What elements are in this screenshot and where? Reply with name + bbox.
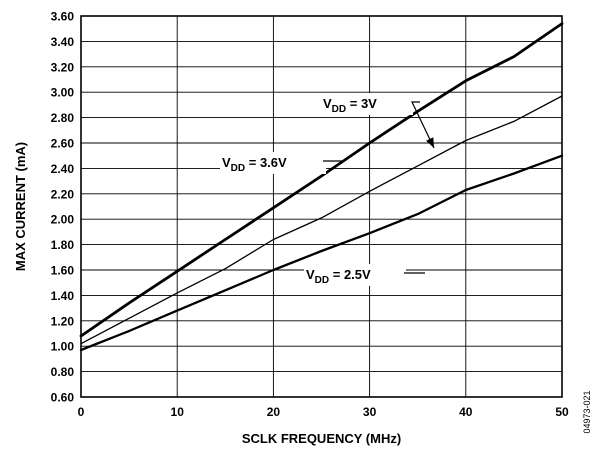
series-annotation-2: VDD = 3V <box>323 96 377 115</box>
x-tick-labels: 0 10 20 30 40 50 <box>78 405 569 419</box>
y-tick-label: 3.20 <box>51 60 75 74</box>
y-tick-label: 1.00 <box>51 340 75 354</box>
grid-lines <box>80 15 563 398</box>
y-tick-label: 1.20 <box>51 314 75 328</box>
y-tick-label: 1.60 <box>51 264 75 278</box>
x-tick-label: 20 <box>267 405 281 419</box>
y-tick-label: 1.40 <box>51 289 75 303</box>
annotation-backdrop <box>304 264 406 286</box>
x-tick-label: 40 <box>459 405 473 419</box>
y-tick-label: 2.60 <box>51 137 75 151</box>
series-line-3 <box>79 154 564 352</box>
x-tick-label: 0 <box>78 405 85 419</box>
x-tick-label: 30 <box>363 405 377 419</box>
annotation-backdrop <box>321 93 413 115</box>
y-tick-label: 2.80 <box>51 111 75 125</box>
y-tick-label: 2.40 <box>51 162 75 176</box>
y-tick-label: 2.20 <box>51 187 75 201</box>
figure-id: 04973-021 <box>582 390 592 433</box>
y-tick-label: 1.80 <box>51 238 75 252</box>
y-tick-label: 3.00 <box>51 86 75 100</box>
y-tick-labels: 0.60 0.80 1.00 1.20 1.40 1.60 1.80 2.00 2.20 2.40… <box>51 10 75 405</box>
x-tick-label: 50 <box>555 405 569 419</box>
series-line-1 <box>79 22 564 338</box>
annotation-backdrop <box>220 152 326 174</box>
y-tick-label: 3.40 <box>51 35 75 49</box>
x-tick-label: 10 <box>171 405 185 419</box>
y-tick-label: 0.60 <box>51 391 75 405</box>
series-line-2 <box>80 95 563 345</box>
series-lines <box>79 22 564 352</box>
x-axis-title: SCLK FREQUENCY (MHz) <box>242 431 401 446</box>
series-annotation-3: VDD = 2.5V <box>306 267 371 286</box>
plot-frame <box>80 15 563 398</box>
y-tick-label: 2.00 <box>51 213 75 227</box>
y-tick-label: 3.60 <box>51 10 75 24</box>
y-axis-title: MAX CURRENT (mA) <box>13 142 28 271</box>
annotation-leader <box>411 101 435 149</box>
series-annotations: VDD = 3.6V VDD = 3V VDD = 2.5V <box>220 93 435 286</box>
annotation-arrowhead <box>426 137 434 148</box>
series-annotation-1: VDD = 3.6V <box>222 155 287 174</box>
y-tick-label: 0.80 <box>51 365 75 379</box>
